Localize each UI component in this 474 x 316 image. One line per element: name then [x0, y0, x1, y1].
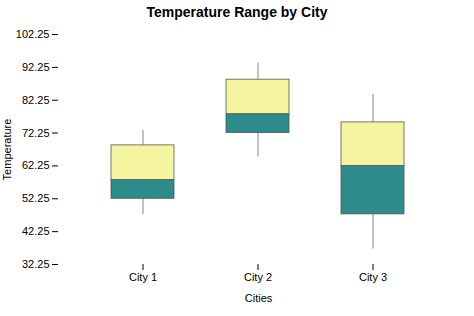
svg-text:52.25: 52.25 [22, 192, 50, 204]
svg-text:82.25: 82.25 [22, 94, 50, 106]
html-text:Temperature Range by City: Temperature Range by City [146, 4, 328, 20]
svg-text:92.25: 92.25 [22, 61, 50, 73]
svg-text:City 2: City 2 [244, 271, 272, 283]
svg-text:Cities: Cities [245, 292, 273, 304]
svg-text:Temperature: Temperature [1, 119, 13, 181]
svg-text:City 1: City 1 [129, 271, 157, 283]
svg-text:City 3: City 3 [359, 271, 387, 283]
svg-text:32.25: 32.25 [22, 258, 50, 270]
svg-text:102.25: 102.25 [16, 28, 50, 40]
svg-text:62.25: 62.25 [22, 159, 50, 171]
svg-text:72.25: 72.25 [22, 127, 50, 139]
svg-text:42.25: 42.25 [22, 225, 50, 237]
